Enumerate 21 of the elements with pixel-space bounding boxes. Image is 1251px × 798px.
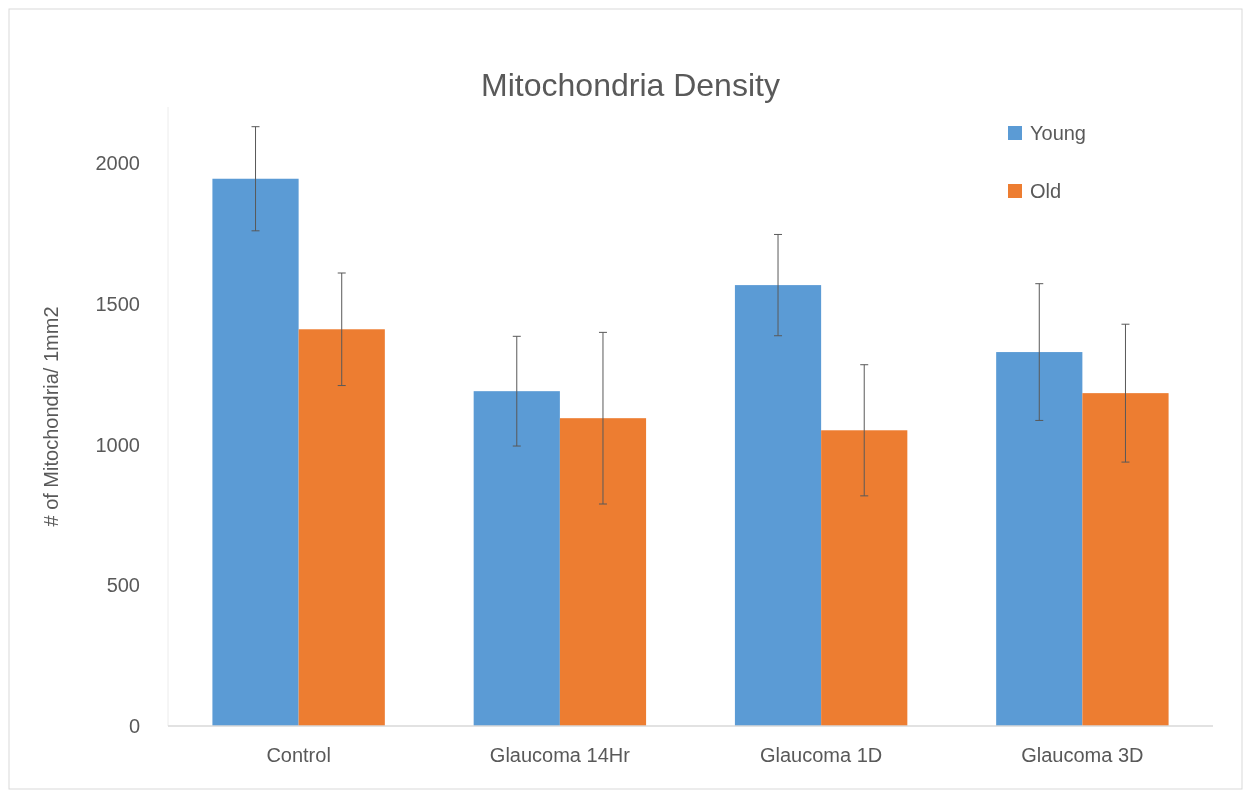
bar <box>1082 393 1169 726</box>
y-tick-label: 0 <box>128 715 140 737</box>
x-tick-label: Control <box>266 744 331 766</box>
x-tick-label: Glaucoma 3D <box>1021 744 1144 766</box>
bar <box>734 285 822 726</box>
y-axis-title: # of Mitochondria/ 1mm2 <box>40 306 62 527</box>
legend-label: Old <box>1030 180 1062 202</box>
chart-title: Mitochondria Density <box>481 67 780 103</box>
y-tick-label: 2000 <box>95 152 140 175</box>
bar <box>298 329 385 726</box>
bar <box>212 178 299 726</box>
bar <box>821 430 908 726</box>
x-tick-label: Glaucoma 1D <box>759 744 883 766</box>
x-tick-label: Glaucoma 14Hr <box>489 744 631 766</box>
y-tick-label: 1500 <box>95 292 140 315</box>
legend-label: Young <box>1030 122 1086 144</box>
y-tick-label: 1000 <box>95 433 140 456</box>
bar <box>473 391 560 726</box>
bar <box>559 418 647 726</box>
y-tick-label: 500 <box>106 574 140 597</box>
bar <box>996 352 1083 726</box>
